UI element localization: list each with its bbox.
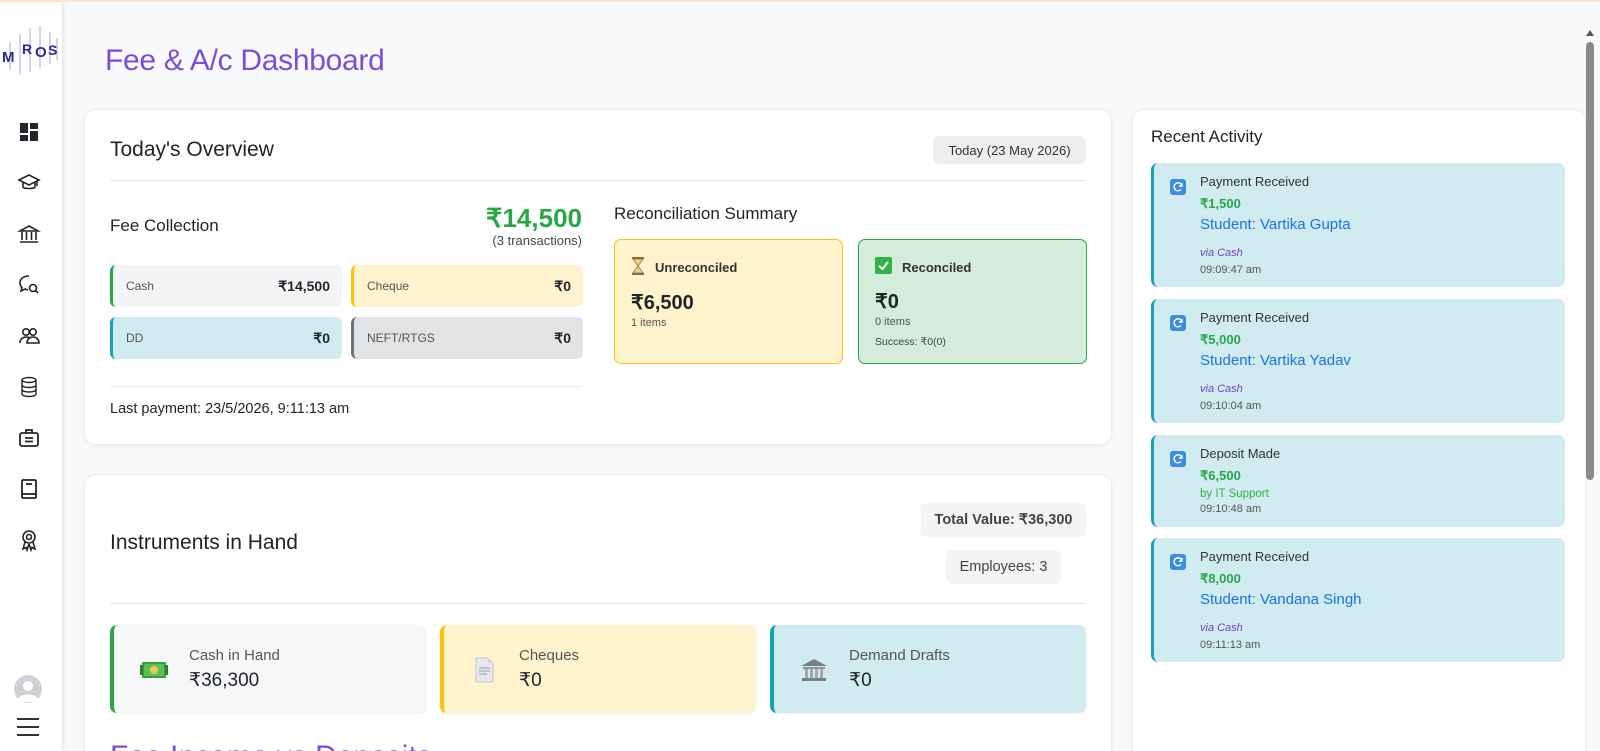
- activity-type: Deposit Made: [1200, 446, 1281, 461]
- method-value: ₹14,500: [278, 277, 330, 294]
- activity-item[interactable]: Deposit Made ₹6,500 by IT Support 09:10:…: [1151, 435, 1565, 527]
- hourglass-icon: [631, 257, 645, 278]
- top-hairline: [0, 0, 1600, 2]
- method-value: ₹0: [554, 277, 571, 294]
- unreconciled-items: 1 items: [631, 317, 667, 329]
- cash-in-hand-card[interactable]: Cash in Hand ₹36,300: [110, 625, 426, 713]
- database-icon[interactable]: [14, 372, 44, 402]
- demand-drafts-card[interactable]: Demand Drafts ₹0: [770, 625, 1086, 713]
- fee-divider: [110, 386, 582, 387]
- activity-via: via Cash: [1200, 383, 1243, 395]
- user-avatar[interactable]: [14, 675, 42, 703]
- instrument-label: Cheques: [519, 647, 580, 664]
- total-value-pill: Total Value: ₹36,300: [921, 503, 1086, 537]
- search-chat-icon[interactable]: [14, 270, 44, 300]
- svg-text:S: S: [48, 42, 57, 58]
- fee-income-section-title: Fee Income vs Deposits: [110, 740, 432, 751]
- activity-type: Payment Received: [1200, 549, 1310, 564]
- method-label: Cash: [126, 279, 155, 293]
- page-title: Fee & A/c Dashboard: [105, 44, 385, 77]
- instrument-value: ₹36,300: [189, 670, 260, 691]
- page-scrollbar[interactable]: [1584, 28, 1596, 751]
- unreconciled-amount: ₹6,500: [631, 292, 694, 314]
- reconciled-items: 0 items: [875, 316, 911, 328]
- activity-time: 09:09:47 am: [1200, 264, 1262, 276]
- reconciled-success: Success: ₹0(0): [875, 336, 946, 348]
- method-cheque: Cheque ₹0: [351, 265, 583, 307]
- reconciled-card[interactable]: Reconciled ₹0 0 items Success: ₹0(0): [858, 239, 1087, 364]
- refresh-icon: [1170, 315, 1186, 331]
- activity-time: 09:10:48 am: [1200, 503, 1262, 515]
- reconciled-label: Reconciled: [902, 259, 972, 275]
- instrument-label: Cash in Hand: [189, 647, 280, 664]
- app-logo[interactable]: M R O S: [2, 24, 62, 76]
- fee-collection-title: Fee Collection: [110, 216, 219, 235]
- document-icon: [470, 657, 498, 683]
- svg-text:R: R: [22, 41, 32, 57]
- graduation-cap-icon[interactable]: [14, 168, 44, 198]
- activity-item[interactable]: Payment Received ₹5,000 Student: Vartika…: [1151, 299, 1565, 423]
- transactions-count: (3 transactions): [492, 233, 582, 248]
- activity-time: 09:11:13 am: [1200, 639, 1261, 651]
- unreconciled-card[interactable]: Unreconciled ₹6,500 1 items: [614, 239, 843, 364]
- unreconciled-label: Unreconciled: [655, 260, 738, 275]
- activity-who[interactable]: Student: Vartika Gupta: [1200, 216, 1351, 233]
- activity-amount: ₹6,500: [1200, 468, 1241, 483]
- last-payment: Last payment: 23/5/2026, 9:11:13 am: [110, 401, 350, 417]
- activity-via: via Cash: [1200, 622, 1243, 634]
- overview-title: Today's Overview: [110, 138, 274, 161]
- refresh-icon: [1170, 179, 1186, 195]
- activity-via: via Cash: [1200, 247, 1243, 259]
- briefcase-icon[interactable]: [14, 423, 44, 453]
- checkbox-icon: [875, 257, 892, 277]
- award-icon[interactable]: [14, 525, 44, 555]
- method-label: Cheque: [367, 279, 410, 293]
- fee-total-wrap: ₹14,500 (3 transactions): [400, 203, 582, 253]
- activity-amount: ₹1,500: [1200, 196, 1241, 211]
- activity-item[interactable]: Payment Received ₹1,500 Student: Vartika…: [1151, 163, 1565, 287]
- refresh-icon: [1170, 554, 1186, 570]
- method-neft-rtgs: NEFT/RTGS ₹0: [351, 317, 583, 359]
- svg-text:O: O: [35, 44, 47, 61]
- activity-amount: ₹5,000: [1200, 332, 1241, 347]
- method-value: ₹0: [554, 329, 571, 346]
- method-label: NEFT/RTGS: [367, 331, 435, 345]
- refresh-icon: [1170, 451, 1186, 467]
- method-label: DD: [126, 331, 144, 345]
- activity-who[interactable]: Student: Vartika Yadav: [1200, 352, 1351, 369]
- instruments-title: Instruments in Hand: [110, 531, 298, 554]
- menu-toggle-icon[interactable]: [15, 716, 41, 738]
- activity-item[interactable]: Payment Received ₹8,000 Student: Vandana…: [1151, 538, 1565, 662]
- dashboard-icon[interactable]: [14, 117, 44, 147]
- method-value: ₹0: [313, 329, 330, 346]
- bank-building-icon: [800, 657, 828, 683]
- activity-who: by IT Support: [1200, 488, 1269, 500]
- bank-icon[interactable]: [14, 219, 44, 249]
- method-cash: Cash ₹14,500: [110, 265, 342, 307]
- instruments-divider: [110, 603, 1086, 604]
- recent-activity-title: Recent Activity: [1151, 127, 1263, 146]
- sidebar: M R O S: [0, 2, 63, 751]
- cheques-card[interactable]: Cheques ₹0: [440, 625, 756, 713]
- overview-divider: [110, 180, 1086, 181]
- reconciled-amount: ₹0: [875, 291, 899, 313]
- activity-amount: ₹8,000: [1200, 571, 1241, 586]
- users-icon[interactable]: [14, 321, 44, 351]
- activity-time: 09:10:04 am: [1200, 400, 1262, 412]
- cash-icon: [140, 657, 168, 683]
- activity-type: Payment Received: [1200, 310, 1310, 325]
- employees-pill: Employees: 3: [946, 550, 1061, 584]
- method-dd: DD ₹0: [110, 317, 342, 359]
- activity-who[interactable]: Student: Vandana Singh: [1200, 591, 1362, 608]
- book-icon[interactable]: [14, 474, 44, 504]
- date-pill: Today (23 May 2026): [933, 136, 1086, 164]
- svg-text:M: M: [2, 49, 15, 66]
- instrument-value: ₹0: [849, 670, 872, 691]
- fee-total: ₹14,500: [485, 203, 582, 233]
- instrument-label: Demand Drafts: [849, 647, 950, 664]
- reconciliation-title: Reconciliation Summary: [614, 204, 798, 223]
- activity-type: Payment Received: [1200, 174, 1310, 189]
- instrument-value: ₹0: [519, 670, 542, 691]
